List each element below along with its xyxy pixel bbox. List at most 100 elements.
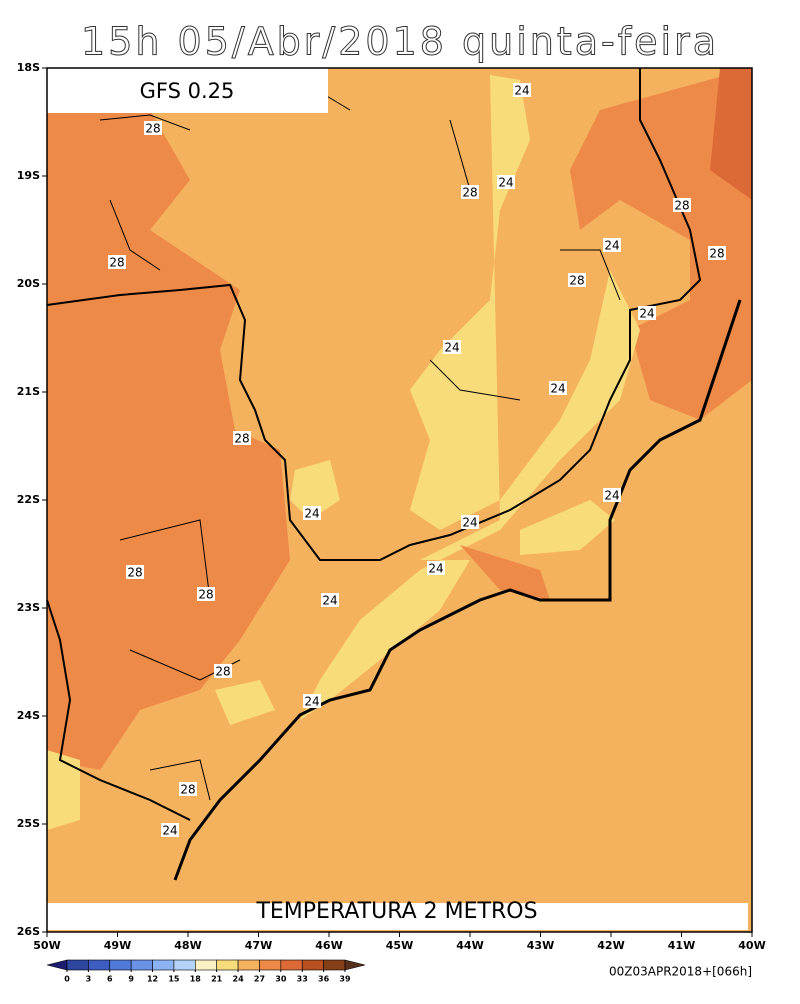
colorbar-segment [195,959,217,971]
colorbar-segment [259,959,282,971]
field-box [47,903,748,930]
lon-label: 47W [245,939,272,952]
lon-label: 46W [315,939,342,952]
state-border [46,599,191,821]
mild-region [290,460,340,520]
colorbar-segment [173,959,196,971]
mild-region [520,500,615,555]
contour-label: 28 [127,566,142,580]
contour-label: 24 [514,84,529,98]
colorbar-tick-label: 6 [107,975,113,984]
lon-label: 41W [668,939,695,952]
warm-region [570,68,752,420]
contour-label-box [303,694,321,708]
contour-label-box [197,587,215,601]
contour-label: 24 [639,307,654,321]
temperature-field [47,68,752,932]
contour-label: 28 [180,783,195,797]
colorbar-segment [152,959,175,971]
contour-label-box [568,273,586,287]
lon-label: 40W [738,939,765,952]
colorbar-tick-label: 15 [168,975,180,984]
contour-label-box [513,83,531,97]
contour-label: 24 [304,507,319,521]
colorbar-tick-label: 33 [297,975,308,984]
contour-label: 24 [162,824,177,838]
field-label: TEMPERATURA 2 METROS [255,899,537,924]
contour-label: 24 [304,695,319,709]
contour-label-box [427,561,445,575]
colorbar-segment [216,959,239,971]
contour-label-box [303,506,321,520]
lon-label: 44W [456,939,483,952]
lon-label: 48W [174,939,201,952]
lon-label: 43W [527,939,554,952]
contour-label-box [497,175,515,189]
colorbar-high [344,959,366,971]
contour-label: 28 [709,247,724,261]
contour-label: 24 [604,489,619,503]
contour-label-box [144,121,162,135]
contour-label-box [108,255,126,269]
mild-region [215,680,275,725]
contour-label-box [233,431,251,445]
contour-label: 24 [462,516,477,530]
warm-region [460,545,550,600]
lat-label: 20S [17,277,40,290]
colorbar-low [46,959,68,971]
contour-label-box [708,246,726,260]
colorbar-segment [237,959,260,971]
hot-region [710,68,752,200]
lat-label: 18S [17,61,40,74]
contour-label: 28 [569,274,584,288]
contour-label: 24 [428,562,443,576]
contour-label-box [214,664,232,678]
model-label: GFS 0.25 [140,79,235,103]
colorbar-tick-label: 39 [339,975,351,984]
colorbar-tick-label: 0 [64,975,70,984]
contour-label: 24 [322,594,337,608]
state-border [46,68,702,561]
lon-label: 45W [386,939,413,952]
contour-label-box [321,593,339,607]
lat-label: 25S [17,817,40,830]
contour-label: 24 [604,239,619,253]
lat-label: 26S [17,925,40,938]
colorbar-segment [280,959,303,971]
contour-label: 28 [198,588,213,602]
colorbar-segment [66,959,89,971]
lat-label: 24S [17,709,40,722]
colorbar-tick-label: 36 [318,975,330,984]
contour-label: 28 [109,256,124,270]
contour-label: 28 [462,186,477,200]
lat-label: 21S [17,385,40,398]
contour-label-box [461,515,479,529]
contour-label-box [461,185,479,199]
coastline [173,299,742,881]
colorbar-segment [88,959,111,971]
contour-label-box [673,198,691,212]
lat-label: 19S [17,169,40,182]
colorbar-segment [301,959,324,971]
contour-label-box [638,306,656,320]
warm-region [47,110,290,770]
lon-label: 42W [597,939,624,952]
contour-label: 28 [145,122,160,136]
run-label: 00Z03APR2018+[066h] [609,965,752,979]
colorbar-tick-label: 9 [128,975,134,984]
lat-label: 23S [17,601,40,614]
contour-label-box [179,782,197,796]
contour-label: 24 [550,382,565,396]
colorbar-tick-label: 24 [233,975,245,984]
colorbar-tick-label: 30 [275,975,287,984]
contour-label-box [443,340,461,354]
contour-label-box [603,488,621,502]
lat-label: 22S [17,493,40,506]
colorbar-tick-label: 3 [86,975,92,984]
colorbar-segment [323,959,346,971]
contour-label-box [126,565,144,579]
colorbar-tick-label: 12 [147,975,158,984]
lon-label: 49W [104,939,131,952]
colorbar-tick-label: 27 [254,975,265,984]
